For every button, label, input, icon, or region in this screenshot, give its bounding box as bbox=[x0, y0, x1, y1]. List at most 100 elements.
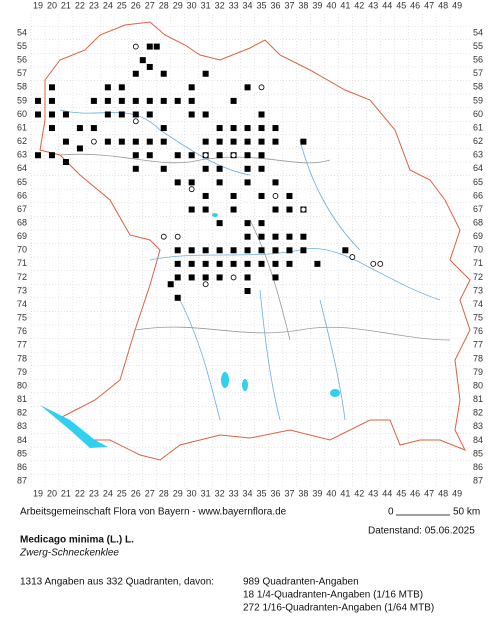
record-square bbox=[188, 97, 195, 104]
record-square bbox=[216, 260, 223, 267]
y-label: 68 bbox=[17, 217, 27, 227]
x-label: 47 bbox=[424, 0, 434, 10]
x-label: 35 bbox=[257, 0, 267, 10]
date: Datenstand: 05.06.2025 bbox=[368, 526, 475, 537]
record-square bbox=[314, 260, 321, 267]
record-square bbox=[272, 274, 279, 281]
count: 989 Quadranten-Angaben bbox=[243, 577, 359, 588]
record-square bbox=[48, 97, 55, 104]
record-square bbox=[286, 260, 293, 267]
record-square bbox=[146, 138, 153, 145]
y-label: 77 bbox=[473, 340, 483, 350]
y-label: 65 bbox=[473, 177, 483, 187]
record-square bbox=[244, 152, 251, 159]
y-label: 64 bbox=[473, 163, 483, 173]
record-square bbox=[174, 152, 181, 159]
record-square bbox=[174, 274, 181, 281]
x-label: 36 bbox=[270, 0, 280, 10]
record-square bbox=[300, 233, 307, 240]
x-label: 23 bbox=[89, 488, 99, 498]
record-circle bbox=[370, 260, 377, 267]
record-square bbox=[202, 192, 209, 199]
river bbox=[299, 139, 361, 251]
y-label: 59 bbox=[17, 95, 27, 105]
rivers bbox=[59, 109, 441, 421]
record-square bbox=[153, 43, 160, 50]
x-label: 41 bbox=[340, 0, 350, 10]
record-square bbox=[244, 247, 251, 254]
y-label: 72 bbox=[17, 272, 27, 282]
y-label: 85 bbox=[17, 448, 27, 458]
record-square bbox=[244, 220, 251, 227]
record-square bbox=[188, 152, 195, 159]
record-square bbox=[258, 165, 265, 172]
y-label: 84 bbox=[473, 435, 483, 445]
y-label: 60 bbox=[473, 109, 483, 119]
y-label: 76 bbox=[17, 326, 27, 336]
record-square bbox=[244, 179, 251, 186]
y-label: 83 bbox=[473, 421, 483, 431]
y-label: 55 bbox=[473, 41, 483, 51]
x-label: 22 bbox=[75, 0, 85, 10]
y-label: 74 bbox=[473, 299, 483, 309]
grid: 19 19 20 20 21 21 22 22 23 23 24 24 25 25 26 26 27 27 28 28… bbox=[17, 0, 483, 498]
record-circle bbox=[258, 84, 265, 91]
record-square bbox=[230, 97, 237, 104]
record-square bbox=[62, 138, 69, 145]
x-label: 21 bbox=[61, 0, 71, 10]
record-square bbox=[48, 111, 55, 118]
record-square bbox=[188, 260, 195, 267]
record-circle bbox=[202, 281, 209, 288]
y-label: 77 bbox=[17, 340, 27, 350]
record-square bbox=[146, 63, 153, 70]
common-name: Zwerg-Schneckenklee bbox=[19, 548, 119, 559]
y-label: 73 bbox=[17, 285, 27, 295]
record-square bbox=[258, 125, 265, 132]
record-circle bbox=[202, 152, 209, 159]
x-label: 44 bbox=[382, 488, 392, 498]
y-label: 69 bbox=[473, 231, 483, 241]
record-square bbox=[258, 247, 265, 254]
x-label: 48 bbox=[438, 488, 448, 498]
record-square bbox=[202, 70, 209, 77]
y-label: 75 bbox=[473, 313, 483, 323]
record-square bbox=[202, 206, 209, 213]
record-square bbox=[258, 233, 265, 240]
y-label: 78 bbox=[17, 353, 27, 363]
y-label: 76 bbox=[473, 326, 483, 336]
record-square bbox=[286, 233, 293, 240]
y-label: 61 bbox=[473, 122, 483, 132]
record-circle bbox=[174, 233, 181, 240]
record-square bbox=[146, 152, 153, 159]
record-square bbox=[118, 97, 125, 104]
record-square bbox=[216, 165, 223, 172]
x-label: 30 bbox=[187, 488, 197, 498]
record-square bbox=[244, 138, 251, 145]
record-square bbox=[167, 281, 174, 288]
y-label: 84 bbox=[17, 435, 27, 445]
x-label: 26 bbox=[131, 0, 141, 10]
record-square bbox=[300, 138, 307, 145]
x-label: 28 bbox=[159, 488, 169, 498]
y-label: 69 bbox=[17, 231, 27, 241]
record-square bbox=[244, 260, 251, 267]
record-square bbox=[62, 111, 69, 118]
record-square bbox=[202, 247, 209, 254]
x-label: 36 bbox=[270, 488, 280, 498]
record-square bbox=[76, 125, 83, 132]
x-label: 42 bbox=[354, 488, 364, 498]
record-square bbox=[216, 247, 223, 254]
record-square bbox=[244, 84, 251, 91]
record-square bbox=[188, 111, 195, 118]
record-square bbox=[286, 206, 293, 213]
lake bbox=[242, 379, 248, 391]
record-square bbox=[146, 111, 153, 118]
record-square bbox=[188, 247, 195, 254]
y-label: 68 bbox=[473, 217, 483, 227]
record-square bbox=[230, 138, 237, 145]
x-label: 28 bbox=[159, 0, 169, 10]
y-label: 80 bbox=[473, 380, 483, 390]
x-label: 45 bbox=[396, 0, 406, 10]
record-square bbox=[286, 247, 293, 254]
x-label: 31 bbox=[201, 0, 211, 10]
